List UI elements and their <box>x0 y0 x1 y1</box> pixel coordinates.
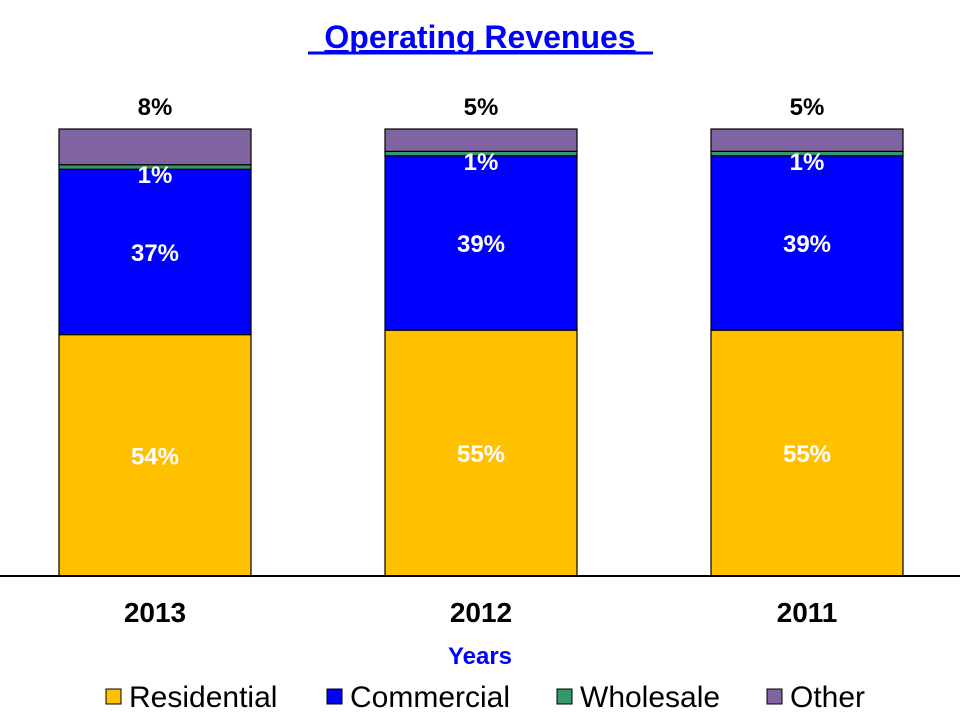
legend-swatch-residential <box>105 688 122 705</box>
data-label-other-2011: 5% <box>790 94 825 121</box>
x-axis-label: Years <box>448 643 512 670</box>
data-labels-group: 54% 37% 1% 8% 55% 39% 1% 5% 55% 39% 1% 5% <box>131 94 831 470</box>
data-label-wholesale-2013: 1% <box>138 162 173 189</box>
bar-segment-other-2011 <box>710 128 904 152</box>
data-label-commercial-2011: 39% <box>783 231 831 258</box>
data-label-commercial-2013: 37% <box>131 240 179 267</box>
legend-item-other: Other <box>766 681 865 714</box>
data-label-residential-2012: 55% <box>457 441 505 468</box>
legend-item-commercial: Commercial <box>326 681 510 714</box>
legend-label-commercial: Commercial <box>350 681 510 714</box>
data-label-residential-2013: 54% <box>131 443 179 470</box>
bar-segment-commercial-2012 <box>384 155 578 331</box>
data-label-commercial-2012: 39% <box>457 231 505 258</box>
legend: Residential Commercial Wholesale Other <box>105 681 865 714</box>
bar-segment-residential-2012 <box>384 329 578 577</box>
bar-segment-commercial-2013 <box>58 168 252 336</box>
x-tick-label-2013: 2013 <box>124 597 186 628</box>
x-tick-label-2012: 2012 <box>450 597 512 628</box>
data-label-wholesale-2011: 1% <box>790 149 825 176</box>
legend-item-wholesale: Wholesale <box>556 681 720 714</box>
x-tick-labels: 2013 2012 2011 <box>124 597 838 628</box>
bar-segment-residential-2011 <box>710 329 904 577</box>
data-label-wholesale-2012: 1% <box>464 149 499 176</box>
chart-title: Operating Revenues <box>324 19 635 55</box>
bar-segment-other-2013 <box>58 128 252 166</box>
data-label-other-2013: 8% <box>138 94 173 121</box>
legend-label-wholesale: Wholesale <box>580 681 720 714</box>
x-tick-label-2011: 2011 <box>777 597 838 628</box>
bars-group <box>58 128 904 577</box>
data-label-other-2012: 5% <box>464 94 499 121</box>
legend-label-other: Other <box>790 681 865 714</box>
legend-item-residential: Residential <box>105 681 277 714</box>
legend-swatch-other <box>766 688 783 705</box>
legend-swatch-commercial <box>326 688 343 705</box>
data-label-residential-2011: 55% <box>783 441 831 468</box>
bar-segment-other-2012 <box>384 128 578 152</box>
legend-label-residential: Residential <box>129 681 277 714</box>
bar-segment-commercial-2011 <box>710 155 904 331</box>
legend-swatch-wholesale <box>556 688 573 705</box>
